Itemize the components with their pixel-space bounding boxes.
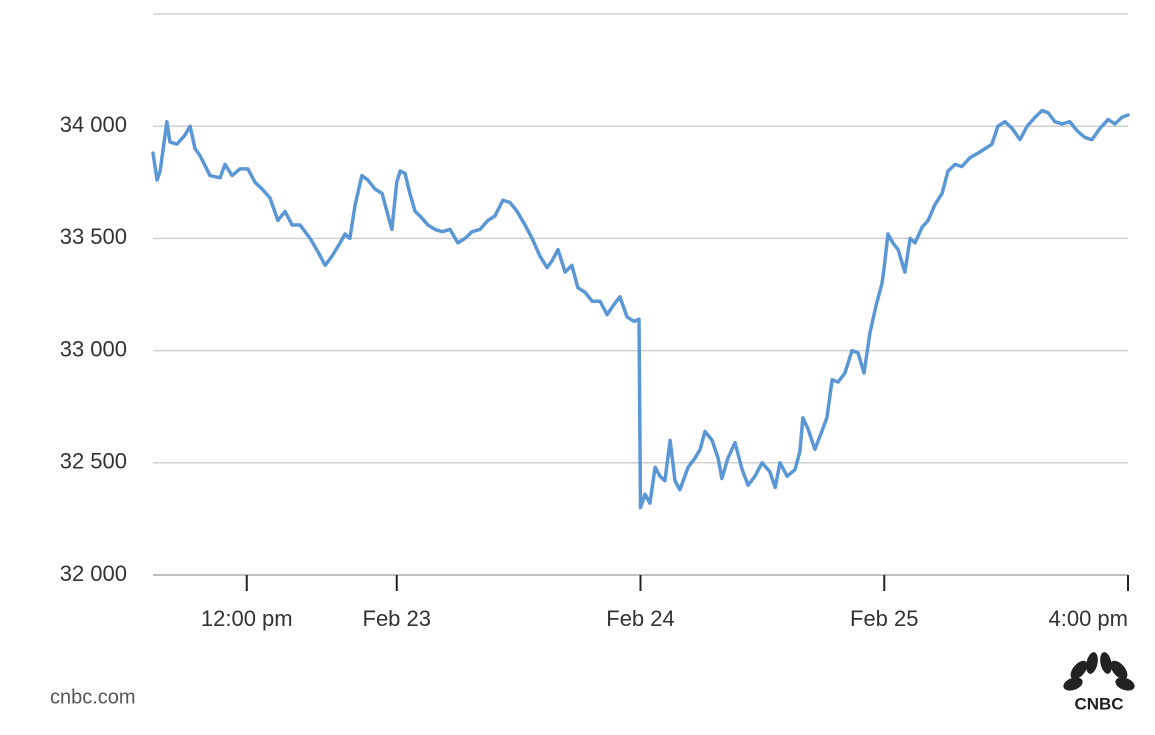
y-tick-label: 34 000 <box>60 112 127 137</box>
x-tick-label: Feb 24 <box>606 606 675 631</box>
y-tick-label: 32 000 <box>60 561 127 586</box>
source: cnbc.com <box>50 686 136 708</box>
x-tick-label: Feb 25 <box>850 606 919 631</box>
price-line <box>151 108 1130 510</box>
logo: CNBC <box>1063 652 1135 713</box>
x-tick-label: Feb 23 <box>363 606 432 631</box>
y-tick-label: 32 500 <box>60 449 127 474</box>
x-tick-label: 12:00 pm <box>201 606 293 631</box>
x-tick-label: 4:00 pm <box>1049 606 1129 631</box>
y-tick-label: 33 000 <box>60 336 127 361</box>
y-tick-label: 33 500 <box>60 224 127 249</box>
peacock <box>1063 652 1135 691</box>
logo-text: CNBC <box>1074 694 1123 713</box>
